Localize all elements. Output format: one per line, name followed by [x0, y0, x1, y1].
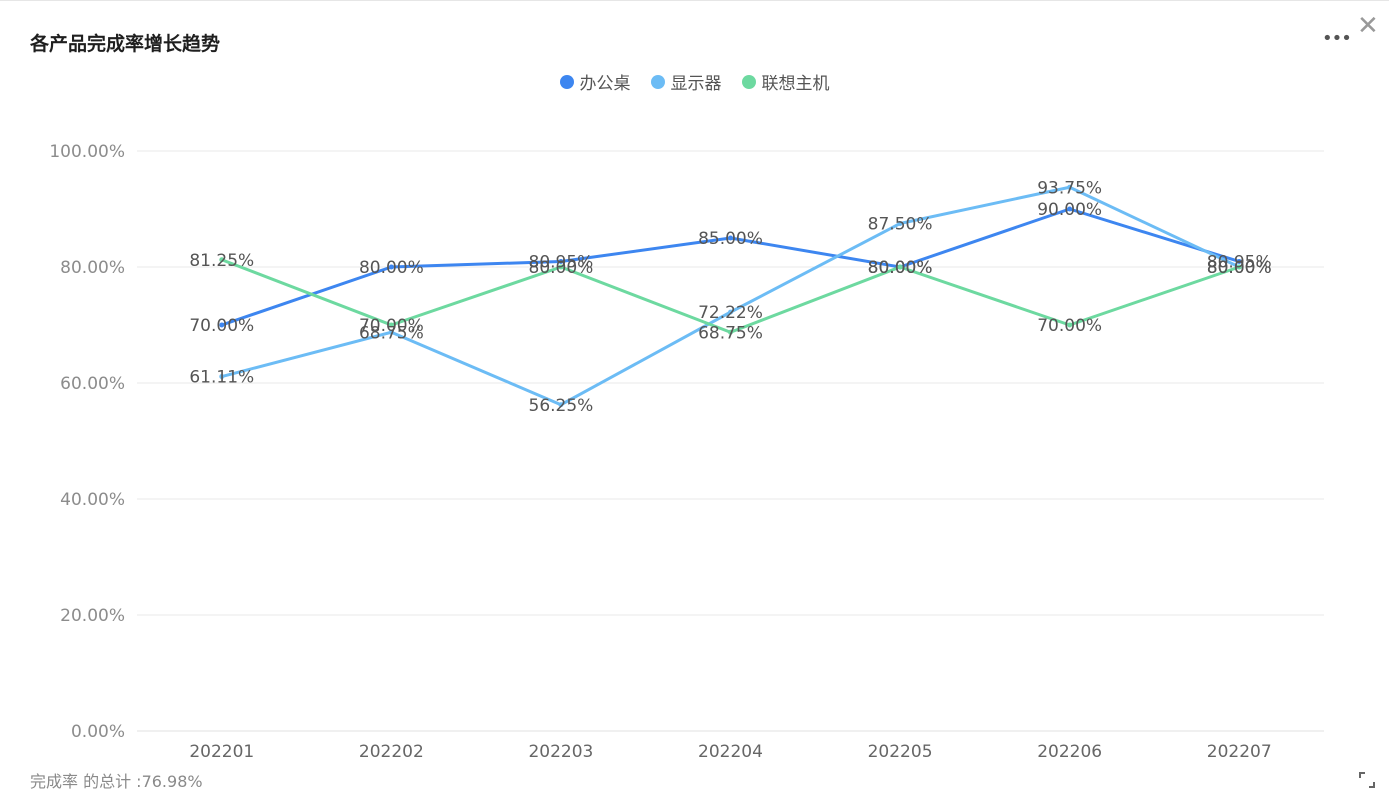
data-point — [558, 402, 564, 408]
x-tick-label: 202203 — [528, 742, 593, 762]
data-point — [388, 264, 394, 270]
data-point — [1236, 258, 1242, 264]
y-tick-label: 0.00% — [71, 722, 125, 742]
data-point — [1067, 322, 1073, 328]
data-label: 70.00% — [189, 316, 254, 336]
data-point — [558, 264, 564, 270]
data-label: 93.75% — [1037, 178, 1102, 198]
chart-title: 各产品完成率增长趋势 — [30, 33, 221, 55]
data-label: 80.95% — [529, 252, 594, 272]
data-label: 72.22% — [698, 303, 763, 323]
y-tick-label: 20.00% — [60, 606, 125, 626]
legend-label: 办公桌 — [579, 74, 631, 94]
x-tick-label: 202207 — [1207, 742, 1272, 762]
data-label: 61.11% — [189, 368, 254, 388]
more-dots-icon[interactable]: ••• — [1322, 28, 1352, 49]
legend-marker-icon — [741, 74, 756, 89]
data-label: 85.00% — [698, 229, 763, 249]
data-label: 80.00% — [868, 258, 933, 278]
legend-label: 联想主机 — [761, 74, 830, 94]
total-summary: 完成率 的总计 :76.98% — [30, 772, 203, 791]
data-point — [1236, 264, 1242, 270]
legend-marker-icon — [650, 74, 665, 89]
data-point — [728, 329, 733, 335]
legend-marker-icon — [559, 74, 574, 89]
data-point — [558, 258, 564, 264]
legend-item-series-2[interactable]: 联想主机 — [741, 69, 830, 94]
data-label: 80.00% — [359, 258, 424, 278]
data-label: 56.25% — [529, 396, 594, 416]
y-tick-label: 80.00% — [60, 258, 125, 278]
y-tick-label: 60.00% — [60, 374, 125, 394]
data-point — [728, 309, 733, 315]
legend-item-series-0[interactable]: 办公桌 — [559, 69, 631, 94]
data-label: 80.00% — [529, 258, 594, 278]
data-label: 87.50% — [868, 215, 933, 235]
data-point — [1067, 206, 1073, 212]
data-point — [388, 322, 394, 328]
legend-label: 显示器 — [670, 74, 722, 94]
data-label: 80.00% — [1207, 258, 1272, 278]
data-point — [897, 264, 903, 270]
data-label: 70.00% — [1037, 316, 1102, 336]
x-tick-label: 202201 — [189, 742, 254, 762]
data-point — [219, 374, 225, 380]
data-point — [1067, 184, 1073, 190]
x-tick-label: 202204 — [698, 742, 763, 762]
y-tick-label: 100.00% — [49, 142, 125, 162]
data-point — [219, 322, 225, 328]
data-label: 90.00% — [1037, 200, 1102, 220]
y-tick-label: 40.00% — [60, 490, 125, 510]
data-label: 80.00% — [1207, 258, 1272, 278]
data-point — [728, 235, 733, 241]
legend-item-series-1[interactable]: 显示器 — [650, 69, 722, 94]
data-point — [388, 329, 394, 335]
data-label: 80.95% — [1207, 252, 1272, 272]
data-label: 70.00% — [359, 316, 424, 336]
expand-icon[interactable] — [1358, 771, 1376, 789]
data-label: 68.75% — [698, 323, 763, 343]
data-label: 80.00% — [868, 258, 933, 278]
x-tick-label: 202206 — [1037, 742, 1102, 762]
data-point — [219, 257, 225, 263]
data-point — [897, 221, 903, 226]
x-tick-label: 202202 — [359, 742, 424, 762]
x-tick-label: 202205 — [868, 742, 933, 762]
data-label: 68.75% — [359, 323, 424, 343]
close-icon[interactable]: ✕ — [1357, 11, 1379, 41]
data-label: 81.25% — [189, 251, 254, 271]
chart-legend: 办公桌 显示器 联想主机 — [0, 69, 1389, 94]
